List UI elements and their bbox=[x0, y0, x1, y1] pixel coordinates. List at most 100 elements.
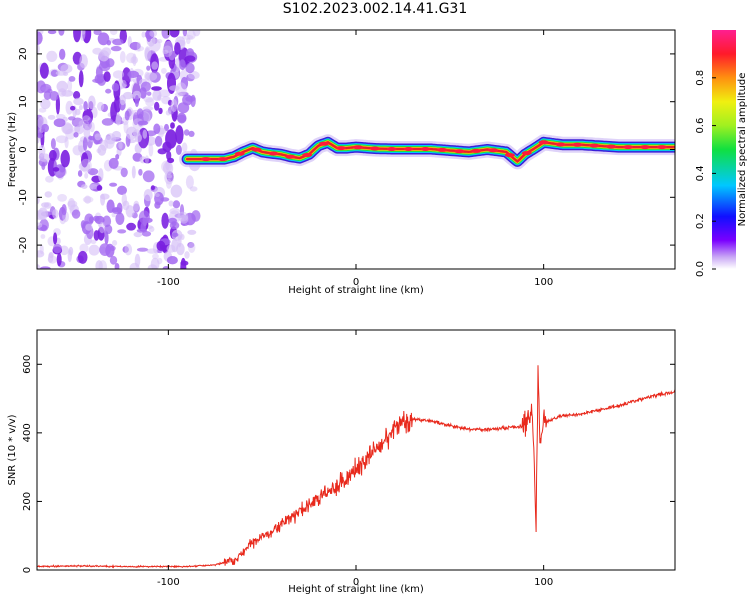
noise-blob bbox=[126, 126, 138, 140]
noise-blob bbox=[115, 154, 120, 160]
noise-blob bbox=[46, 50, 58, 63]
noise-blob bbox=[152, 253, 159, 260]
noise-blob bbox=[37, 222, 43, 228]
y-tick-label: -10 bbox=[18, 189, 29, 205]
noise-blob bbox=[79, 54, 88, 69]
noise-blob bbox=[53, 232, 58, 245]
noise-blob bbox=[136, 108, 144, 119]
noise-blob bbox=[91, 107, 98, 119]
noise-blob bbox=[179, 59, 186, 71]
noise-blob bbox=[88, 244, 100, 256]
colorbar-tick-label: 0.0 bbox=[695, 261, 706, 277]
noise-blob bbox=[50, 138, 56, 150]
noise-blob bbox=[112, 38, 124, 46]
noise-blob bbox=[77, 250, 88, 264]
signal-hotspot bbox=[488, 148, 498, 153]
noise-blob bbox=[39, 218, 49, 232]
signal-hotspot bbox=[471, 148, 482, 153]
colorbar-tick-label: 0.2 bbox=[695, 213, 706, 229]
noise-blob bbox=[71, 209, 81, 219]
noise-blob bbox=[37, 132, 44, 139]
noise-blob bbox=[148, 143, 154, 157]
spectrogram-plot bbox=[37, 30, 675, 269]
noise-blob bbox=[79, 30, 86, 41]
noise-blob bbox=[73, 91, 81, 100]
noise-blob bbox=[100, 139, 109, 151]
noise-blob bbox=[97, 101, 105, 111]
noise-blob bbox=[90, 239, 97, 244]
noise-blob bbox=[99, 243, 111, 256]
noise-blob bbox=[52, 209, 59, 219]
noise-blob bbox=[146, 91, 152, 96]
noise-blob bbox=[185, 62, 195, 74]
noise-blob bbox=[158, 89, 171, 98]
noise-blob bbox=[134, 95, 140, 107]
noise-blob bbox=[136, 247, 149, 252]
noise-blob bbox=[186, 48, 195, 59]
noise-blob bbox=[74, 108, 81, 116]
noise-blob bbox=[182, 94, 193, 106]
noise-blob bbox=[119, 51, 126, 63]
noise-blob bbox=[138, 168, 143, 176]
noise-blob bbox=[176, 242, 185, 256]
noise-blob bbox=[120, 167, 128, 178]
noise-blob bbox=[133, 231, 143, 238]
noise-blob bbox=[37, 43, 40, 55]
noise-blob bbox=[181, 34, 194, 40]
noise-blob bbox=[44, 191, 53, 198]
y-tick-label: 0 bbox=[22, 567, 33, 573]
noise-blob bbox=[80, 158, 92, 173]
signal-hotspot bbox=[336, 146, 346, 151]
noise-blob bbox=[142, 129, 148, 139]
noise-blob bbox=[181, 142, 188, 153]
y-tick-label: 10 bbox=[18, 95, 29, 108]
noise-blob bbox=[40, 234, 46, 239]
noise-blob bbox=[124, 110, 130, 121]
noise-blob bbox=[37, 31, 43, 45]
noise-blob bbox=[149, 30, 158, 37]
x-tick-label: 100 bbox=[534, 577, 553, 588]
noise-blob bbox=[83, 101, 88, 111]
noise-blob bbox=[49, 149, 57, 161]
noise-blob bbox=[155, 193, 160, 198]
noise-blob bbox=[97, 32, 110, 46]
x-tick-label: -100 bbox=[157, 277, 180, 288]
noise-blob bbox=[109, 245, 116, 251]
noise-blob bbox=[65, 100, 74, 115]
noise-blob bbox=[180, 257, 187, 269]
x-tick-label: -100 bbox=[157, 577, 180, 588]
noise-blob bbox=[102, 215, 112, 228]
noise-blob bbox=[67, 79, 73, 93]
noise-blob bbox=[144, 71, 150, 81]
noise-blob bbox=[169, 221, 180, 230]
noise-blob bbox=[179, 214, 189, 224]
noise-blob bbox=[129, 41, 141, 51]
noise-blob bbox=[183, 129, 190, 136]
y-tick-label: 600 bbox=[22, 355, 33, 374]
noise-blob bbox=[47, 88, 53, 94]
noise-blob bbox=[41, 123, 49, 133]
noise-blob bbox=[67, 198, 76, 211]
noise-blob bbox=[157, 94, 162, 101]
noise-blob bbox=[55, 114, 66, 119]
noise-blob bbox=[127, 70, 139, 78]
noise-blob bbox=[71, 117, 84, 128]
noise-blob bbox=[50, 69, 59, 77]
noise-blob bbox=[151, 86, 162, 91]
x-tick-label: 0 bbox=[353, 577, 359, 588]
noise-blob bbox=[89, 121, 95, 133]
noise-blob bbox=[68, 246, 74, 256]
noise-blob bbox=[146, 65, 151, 71]
noise-blob bbox=[133, 200, 140, 212]
noise-blob bbox=[126, 222, 136, 231]
noise-blob bbox=[168, 49, 176, 61]
signal-hotspot bbox=[538, 140, 549, 145]
noise-blob bbox=[110, 45, 122, 52]
noise-blob bbox=[122, 91, 134, 100]
noise-blob bbox=[95, 66, 103, 79]
signal-hotspot bbox=[623, 145, 634, 150]
signal-hotspot bbox=[521, 151, 532, 156]
x-tick-label: 0 bbox=[353, 277, 359, 288]
noise-blob bbox=[188, 242, 196, 254]
